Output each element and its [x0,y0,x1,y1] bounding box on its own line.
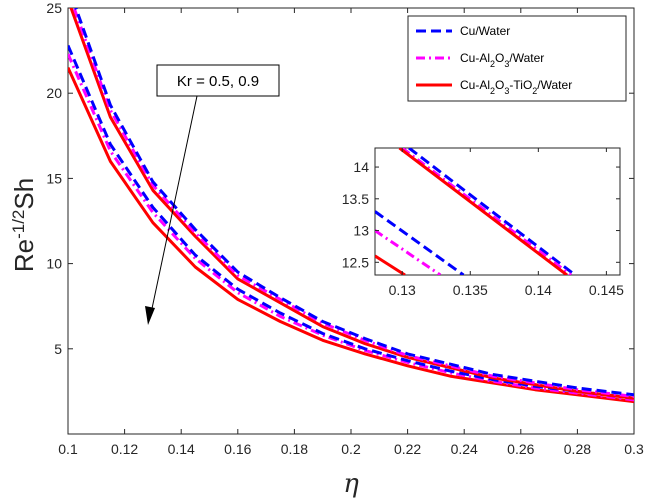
inset-series-line [408,148,576,275]
x-tick-label: 0.28 [564,441,591,457]
kr-arrow-line [149,95,198,319]
kr-annotation: Kr = 0.5, 0.9 [145,64,280,325]
inset-plot: 0.13 0.135 0.14 0.145 12.5 13 13.5 14 [342,147,624,298]
inset-series-line [398,148,568,275]
x-tick-label: 0.3 [624,441,644,457]
inset-x-tick-label: 0.13 [389,282,416,298]
inset-y-tick-label: 14 [353,159,369,175]
x-tick-label: 0.1 [58,441,78,457]
y-tick-label: 25 [46,0,62,16]
kr-annotation-box [156,64,280,97]
y-axis-label-base: Re [9,239,39,272]
inset-x-tick-label: 0.135 [453,282,488,298]
inset-axis-ticks: 0.13 0.135 0.14 0.145 12.5 13 13.5 14 [342,148,624,298]
kr-annotation-text: Kr = 0.5, 0.9 [177,73,259,90]
x-axis-label: η [343,469,359,499]
y-tick-label: 15 [46,170,62,186]
inset-x-tick-label: 0.14 [525,282,552,298]
y-axis-label: Re-1/2Sh [9,178,40,272]
x-tick-label: 0.2 [341,441,361,457]
series-line [68,44,634,400]
inset-series-line [375,229,442,275]
x-tick-label: 0.24 [451,441,478,457]
series-line [74,8,634,397]
inset-series-line [375,254,406,275]
series-line [68,53,634,402]
legend-label: Cu/Water [460,24,510,38]
y-axis-label-sup: -1/2 [9,210,28,239]
legend-label: Cu-Al2O3/Water [460,51,544,69]
legend: Cu/Water Cu-Al2O3/Water Cu-Al2O3-TiO2/Wate… [407,15,627,102]
legend-box [407,15,627,102]
x-tick-label: 0.12 [111,441,138,457]
x-tick-label: 0.16 [224,441,251,457]
inset-y-tick-label: 12.5 [342,254,369,270]
inset-frame [374,147,621,276]
kr-arrow-head [145,306,155,325]
x-tick-label: 0.14 [168,441,195,457]
series-line [72,8,634,398]
main-series-group [68,8,634,404]
y-tick-label: 10 [46,256,62,272]
series-line [68,66,634,404]
x-tick-label: 0.22 [394,441,421,457]
main-axis-ticks: 0.1 0.12 0.14 0.16 0.18 0.2 0.22 0.24 0.26 0.28 0.… [46,0,644,457]
x-tick-label: 0.18 [281,441,308,457]
legend-label: Cu-Al2O3-TiO2/Water [460,78,572,96]
inset-y-tick-label: 13 [353,223,369,239]
series-line [69,8,634,400]
inset-series-line [401,148,572,275]
y-axis-label-tail: Sh [9,178,39,210]
inset-series-line [375,210,465,275]
inset-series-group [375,148,576,275]
inset-x-tick-label: 0.145 [589,282,624,298]
x-tick-label: 0.26 [507,441,534,457]
y-tick-label: 20 [46,85,62,101]
y-tick-label: 5 [54,341,62,357]
inset-y-tick-label: 13.5 [342,191,369,207]
